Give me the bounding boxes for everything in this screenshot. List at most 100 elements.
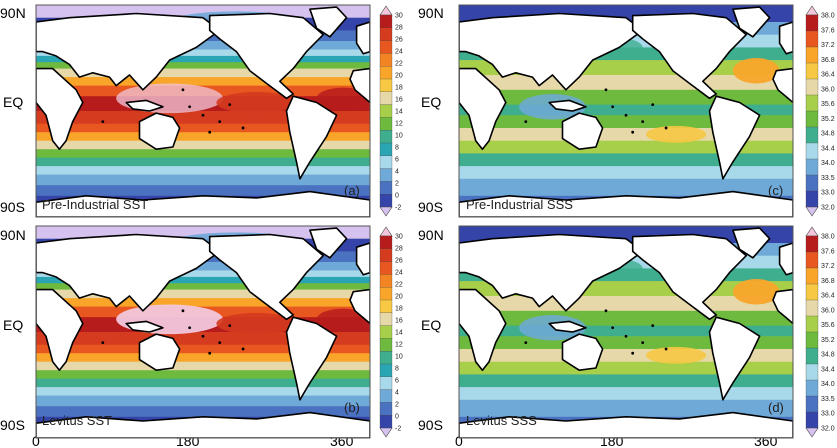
land-africa: [36, 67, 84, 150]
colorbar-segment: [379, 78, 393, 93]
island-dot: [524, 120, 528, 123]
colorbar-tick-label: 30: [395, 13, 403, 20]
colorbar-tick-label: 0: [395, 414, 399, 421]
island-dot: [101, 120, 105, 123]
colorbar-tick-label: 0: [395, 193, 399, 200]
lat-label-90s-bottom-left: 90S: [0, 417, 25, 433]
panel-c-title: Pre-Industrial SSS: [466, 197, 573, 212]
colorbar-tick-label: 37.2: [821, 42, 835, 49]
island-dot: [524, 341, 528, 344]
colorbar-over-triangle: [379, 5, 393, 16]
colorbar-tick-label: 8: [395, 366, 399, 373]
colorbar-segment: [805, 267, 819, 285]
colorbar-tick-label: 4: [395, 390, 399, 397]
colorbar-tick-label: 37.6: [821, 27, 835, 34]
field-band: [36, 298, 370, 308]
colorbar-tick-label: 26: [395, 258, 403, 265]
field-band: [36, 149, 370, 159]
land-eurasia: [459, 12, 644, 91]
colorbar-tick-label: 20: [395, 294, 403, 301]
colorbar-tick-label: 24: [395, 49, 403, 56]
land-eurasia: [459, 233, 644, 312]
field-band: [36, 157, 370, 167]
panel-a-title: Pre-Industrial SST: [42, 197, 148, 212]
field-band: [36, 344, 370, 354]
island-dot: [604, 88, 608, 92]
field-band: [459, 178, 793, 197]
lat-label-eq-bottom-right: EQ: [421, 317, 441, 333]
warm-pool-patch: [216, 91, 297, 114]
island-dot: [188, 105, 192, 109]
colorbar-segment: [379, 130, 393, 144]
colorbar-segment: [379, 287, 393, 301]
colorbar-tick-label: 36.0: [821, 86, 835, 93]
colorbar-segment: [379, 104, 393, 118]
island-dot: [218, 120, 222, 123]
island-dot: [624, 334, 628, 338]
lat-label-eq-top-left: EQ: [3, 94, 23, 110]
island-dot: [201, 113, 205, 117]
colorbar-tick-label: 34.8: [821, 352, 835, 359]
field-band: [36, 406, 370, 418]
colorbar-tick-label: -2: [395, 426, 401, 433]
field-band: [36, 55, 370, 63]
field-band: [459, 153, 793, 167]
colorbar-tick-label: 34.4: [821, 145, 835, 152]
colorbar-tick-label: 28: [395, 25, 403, 32]
warm-pool-patch: [316, 308, 370, 330]
colorbar-tick-label: 26: [395, 37, 403, 44]
colorbar-segment: [805, 62, 819, 80]
colorbar-tick-label: 2: [395, 402, 399, 409]
land-greenland: [732, 227, 771, 259]
colorbar-segment: [805, 299, 819, 317]
colorbar-segment: [379, 325, 393, 339]
colorbar-tick-label: 38.0: [821, 13, 835, 20]
colorbar-tick-label: 24: [395, 270, 403, 277]
colorbar-segment: [379, 168, 393, 182]
colorbar-tick-label: 16: [395, 97, 403, 104]
colorbar-segment: [379, 274, 393, 288]
colorbar-tick-label: 35.6: [821, 101, 835, 108]
colorbar-segment: [379, 351, 393, 365]
land-europe_w: [778, 242, 793, 276]
land-africa_w: [349, 288, 370, 325]
colorbar-tick-label: 32.0: [821, 205, 835, 212]
high-salinity-patch: [646, 346, 707, 364]
colorbar-segment: [805, 283, 819, 301]
island-dot: [241, 347, 245, 351]
land-samerica: [285, 95, 338, 180]
lat-label-90s-top-right: 90S: [418, 199, 443, 215]
colorbar-segment: [805, 379, 819, 397]
colorbar-tick-label: 2: [395, 181, 399, 188]
field-band: [459, 166, 793, 180]
colorbar-segment: [805, 190, 819, 208]
lat-label-90n-top-right: 90N: [418, 5, 444, 21]
colorbar-segment: [805, 347, 819, 365]
colorbar-segment: [379, 415, 393, 429]
colorbar-tick-label: 37.2: [821, 263, 835, 270]
land-eurasia: [36, 12, 221, 91]
field-band: [459, 104, 793, 116]
island-dot: [188, 326, 192, 330]
warm-pool-patch: [316, 87, 370, 109]
colorbar-segment: [379, 66, 393, 80]
colorbar-tick-label: 36.0: [821, 307, 835, 314]
colorbar-tick-label: 14: [395, 109, 403, 116]
island-dot: [664, 126, 668, 130]
colorbar-tick-label: 33.5: [821, 175, 835, 182]
island-dot: [241, 126, 245, 130]
land-indonesia: [548, 320, 587, 333]
land-antarctica: [459, 190, 793, 217]
panel-levitus-sss: [458, 225, 794, 439]
colorbar-sss-bottom: 38.0 37.6 37.2 36.8 36.4 36.0 35.6 35.2 34.8 34.4…: [805, 226, 835, 438]
colorbar-tick-label: 10: [395, 133, 403, 140]
colorbar-tick-label: 33.5: [821, 396, 835, 403]
colorbar-tick-label: 35.6: [821, 322, 835, 329]
land-greenland: [732, 6, 771, 38]
colorbar-under-triangle: [379, 427, 393, 438]
high-salinity-patch: [646, 125, 707, 143]
colorbar-segment: [379, 261, 393, 275]
field-band: [459, 399, 793, 418]
land-greenland: [309, 227, 348, 259]
colorbar-segment: [379, 194, 393, 208]
